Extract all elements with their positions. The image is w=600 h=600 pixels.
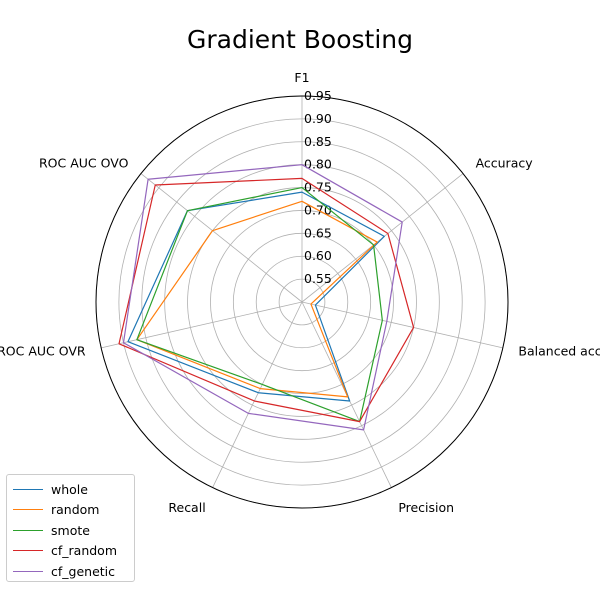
axis-labels: F1 Accuracy Balanced accuracy Precision Reca… xyxy=(0,70,600,515)
r-tick-label: 0.60 xyxy=(304,248,332,263)
legend-item: cf_genetic xyxy=(13,561,128,582)
axis-label: Balanced accuracy xyxy=(518,343,600,358)
axis-label: Recall xyxy=(168,500,205,515)
legend-label: whole xyxy=(51,481,88,497)
r-tick-label: 0.90 xyxy=(304,111,332,126)
r-tick-label: 0.85 xyxy=(304,134,332,149)
legend-swatch xyxy=(13,488,43,490)
series-line-smote xyxy=(136,186,383,423)
series-line-random xyxy=(136,200,378,398)
legend-swatch xyxy=(13,550,43,552)
legend-item: random xyxy=(13,500,128,521)
r-tick-label: 0.95 xyxy=(304,88,332,103)
axis-label: ROC AUC OVO xyxy=(39,156,129,171)
chart-title: Gradient Boosting xyxy=(187,25,413,54)
axis-label: Accuracy xyxy=(476,156,534,171)
r-tick-label: 0.80 xyxy=(304,157,332,172)
legend-swatch xyxy=(13,509,43,511)
legend-label: random xyxy=(51,502,100,518)
legend-item: smote xyxy=(13,520,128,541)
legend-label: cf_random xyxy=(51,543,118,559)
legend-label: smote xyxy=(51,522,90,538)
grid-spoke xyxy=(140,173,303,303)
axis-label: Precision xyxy=(398,500,454,515)
series-line-cf_genetic xyxy=(122,164,403,431)
r-tick-label: 0.55 xyxy=(304,271,332,286)
legend-label: cf_genetic xyxy=(51,563,116,579)
legend-swatch xyxy=(13,570,43,572)
outer-frame xyxy=(95,95,509,509)
radial-tick-labels: 0.550.600.650.700.750.800.850.900.95 xyxy=(304,88,332,286)
legend-item: cf_random xyxy=(13,541,128,562)
radar-grid xyxy=(95,95,509,509)
grid-spoke xyxy=(101,301,303,349)
series-line-whole xyxy=(127,191,385,402)
r-tick-label: 0.75 xyxy=(304,180,332,195)
series-line-cf_random xyxy=(118,177,415,423)
axis-label: ROC AUC OVR xyxy=(0,343,86,358)
series-lines xyxy=(118,164,415,431)
legend: whole random smote cf_random cf_genetic xyxy=(6,474,135,582)
grid-spoke xyxy=(212,301,303,488)
r-tick-label: 0.65 xyxy=(304,225,332,240)
legend-item: whole xyxy=(13,479,128,500)
axis-label: F1 xyxy=(294,70,309,85)
legend-swatch xyxy=(13,529,43,531)
grid-spoke xyxy=(301,301,503,349)
